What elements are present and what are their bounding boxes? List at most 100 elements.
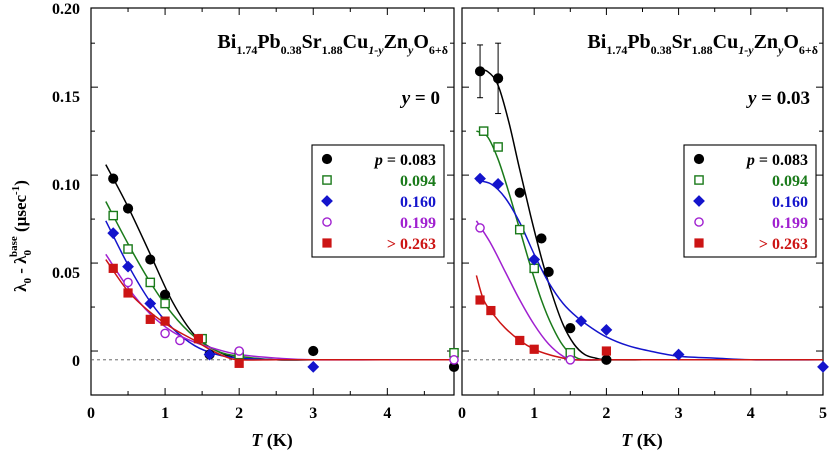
panel-left: 0 1 2 3 4 Bi1.74Pb0.38Sr1.88Cu1-yZnyO6+δ y =… <box>87 7 460 451</box>
x-tick-label: 0 <box>458 405 466 422</box>
y-axis-label: λ0 - λ0base (μsec-1) <box>8 180 34 292</box>
data-point-4 <box>486 305 496 316</box>
legend-marker-4 <box>322 238 332 248</box>
data-point-3 <box>175 335 185 346</box>
right-ticks: 0 1 2 3 4 5 <box>458 8 827 422</box>
data-point-0 <box>122 203 134 214</box>
data-point-0 <box>601 354 612 365</box>
legend-label-2: 0.160 <box>772 194 808 211</box>
data-point-0 <box>536 233 547 244</box>
data-point-0 <box>474 66 486 77</box>
data-point-1 <box>478 126 489 136</box>
data-point-1 <box>529 263 539 274</box>
x-tick-label: 3 <box>309 405 317 422</box>
data-point-0 <box>145 254 156 265</box>
right-data-points <box>474 42 829 373</box>
legend-marker-3 <box>322 217 332 227</box>
legend-marker-1 <box>322 175 332 185</box>
data-point-0 <box>543 266 554 277</box>
data-point-3 <box>449 355 459 365</box>
left-ticks: 0 1 2 3 4 <box>87 8 454 422</box>
legend-marker-0 <box>321 153 333 165</box>
data-point-0 <box>514 187 525 198</box>
data-point-1 <box>145 277 156 288</box>
legend-label-2: 0.160 <box>400 194 436 211</box>
y-tick-labels: 0.20 0.15 0.10 0.05 0 <box>52 1 80 370</box>
data-point-2 <box>575 315 588 328</box>
legend-label-4: > 0.263 <box>759 236 808 253</box>
data-point-2 <box>203 348 216 361</box>
data-point-2 <box>122 260 134 273</box>
x-tick-label: 1 <box>161 405 169 422</box>
fit-curve-4 <box>475 275 823 361</box>
legend-label-4: > 0.263 <box>387 236 436 253</box>
data-point-4 <box>234 358 244 368</box>
data-point-2 <box>307 360 320 373</box>
data-point-4 <box>108 263 118 273</box>
legend-marker-4 <box>694 238 704 248</box>
fit-curve-4 <box>105 259 454 361</box>
legend-label-3: 0.199 <box>400 215 436 232</box>
data-point-2 <box>817 360 829 373</box>
data-point-2 <box>144 297 157 310</box>
x-tick-label: 0 <box>87 405 95 422</box>
data-point-1 <box>160 298 170 309</box>
right-x-axis-label: T (K) <box>621 430 663 451</box>
data-point-4 <box>123 288 133 298</box>
y-tick-label: 0 <box>72 353 80 370</box>
left-formula: Bi1.74Pb0.38Sr1.88Cu1-yZnyO6+δ <box>217 31 448 57</box>
legend-marker-2 <box>321 195 333 207</box>
x-tick-label: 4 <box>383 405 391 422</box>
data-point-3 <box>123 277 133 288</box>
panel-right: 0 1 2 3 4 5 Bi1.74Pb0.38Sr1.88Cu1-yZnyO6+δ y … <box>458 7 829 451</box>
data-point-4 <box>193 334 204 344</box>
data-point-0 <box>493 73 504 84</box>
data-point-4 <box>475 295 485 305</box>
data-point-4 <box>515 335 525 346</box>
legend-marker-0 <box>693 153 705 165</box>
data-point-2 <box>474 172 486 185</box>
left-plot-frame <box>90 7 455 396</box>
left-doping-label: y = 0 <box>400 88 440 109</box>
data-point-4 <box>145 314 155 324</box>
legend-label-1: 0.094 <box>772 173 808 190</box>
y-tick-label: 0.20 <box>52 1 80 18</box>
data-point-3 <box>234 346 244 356</box>
data-point-0 <box>159 289 171 300</box>
y-tick-label: 0.10 <box>52 177 80 194</box>
data-point-4 <box>160 316 170 326</box>
y-tick-label: 0.05 <box>52 265 80 282</box>
data-point-2 <box>600 324 613 336</box>
data-point-0 <box>108 173 119 184</box>
legend-label-0: p = 0.083 <box>373 152 436 169</box>
x-tick-label: 1 <box>530 405 538 422</box>
data-point-3 <box>565 355 576 365</box>
data-point-2 <box>492 178 505 190</box>
x-tick-label: 4 <box>747 405 755 422</box>
left-legend: p = 0.083 0.094 0.160 0.199 > 0.263 <box>321 152 436 253</box>
right-legend-box <box>683 144 817 258</box>
data-point-0 <box>308 345 319 357</box>
data-point-3 <box>160 328 170 339</box>
data-point-4 <box>529 344 539 354</box>
x-tick-label: 3 <box>675 405 683 422</box>
x-tick-label: 5 <box>819 405 827 422</box>
legend-label-1: 0.094 <box>400 173 436 190</box>
legend-label-0: p = 0.083 <box>745 152 808 169</box>
left-data-points <box>107 173 460 373</box>
right-formula: Bi1.74Pb0.38Sr1.88Cu1-yZnyO6+δ <box>587 31 818 57</box>
legend-marker-2 <box>693 195 705 207</box>
legend-label-3: 0.199 <box>772 215 808 232</box>
data-point-3 <box>475 223 485 233</box>
data-point-1 <box>108 210 119 221</box>
right-doping-label: y = 0.03 <box>746 88 810 109</box>
data-point-2 <box>672 348 685 361</box>
right-legend: p = 0.083 0.094 0.160 0.199 > 0.263 <box>693 152 808 253</box>
data-point-1 <box>123 244 133 254</box>
left-x-axis-label: T (K) <box>251 430 293 451</box>
x-tick-label: 2 <box>602 405 610 422</box>
right-fit-curves <box>475 68 824 361</box>
left-fit-curves <box>105 164 454 361</box>
left-legend-box <box>311 144 445 258</box>
